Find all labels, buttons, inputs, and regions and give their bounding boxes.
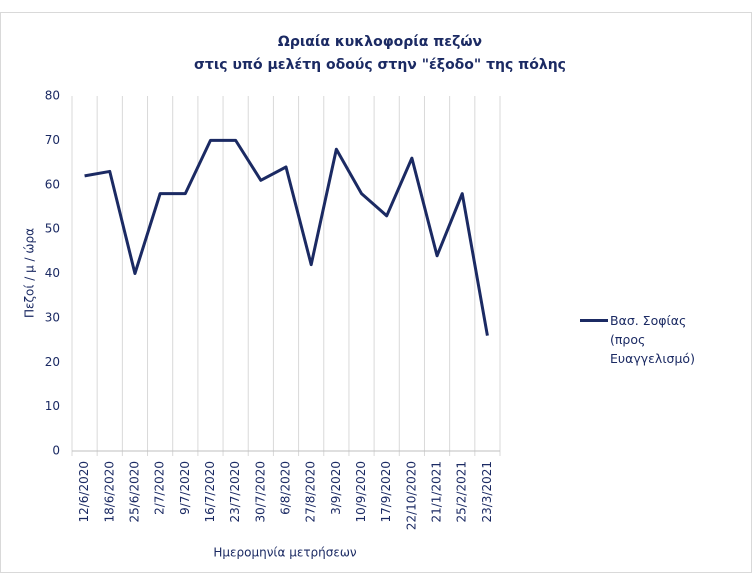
x-tick-label: 25/6/2020	[127, 461, 141, 523]
y-tick-label: 60	[45, 177, 60, 191]
x-tick-label: 22/10/2020	[404, 461, 418, 530]
x-tick-label: 23/3/2021	[480, 461, 494, 523]
y-tick-label: 70	[45, 133, 60, 147]
y-tick-label: 40	[45, 266, 60, 280]
y-tick-label: 10	[45, 399, 60, 413]
y-tick-label: 30	[45, 310, 60, 324]
chart-title: στις υπό μελέτη οδούς στην "έξοδο" της π…	[194, 57, 566, 73]
legend-swatch	[580, 319, 608, 322]
x-tick-label: 17/9/2020	[379, 461, 393, 523]
legend: Βασ. Σοφίας (προς Ευαγγελισμό)	[580, 311, 710, 368]
x-tick-label: 23/7/2020	[228, 461, 242, 523]
x-tick-label: 3/9/2020	[329, 461, 343, 515]
y-axis-label: Πεζοί / μ / ώρα	[23, 228, 37, 318]
x-tick-label: 25/2/2021	[455, 461, 469, 523]
legend-label: Βασ. Σοφίας (προς Ευαγγελισμό)	[610, 313, 695, 366]
x-axis-label: Ημερομηνία μετρήσεων	[213, 546, 357, 560]
x-tick-label: 30/7/2020	[253, 461, 267, 523]
x-tick-label: 10/9/2020	[354, 461, 368, 523]
x-tick-label: 16/7/2020	[203, 461, 217, 523]
line-series	[84, 138, 489, 336]
y-tick-label: 50	[45, 222, 60, 236]
x-tick-label: 18/6/2020	[102, 461, 116, 523]
x-tick-label: 9/7/2020	[178, 461, 192, 515]
y-tick-label: 20	[45, 355, 60, 369]
x-tick-label: 6/8/2020	[279, 461, 293, 515]
y-tick-label: 80	[45, 89, 60, 103]
x-tick-label: 2/7/2020	[153, 461, 167, 515]
x-tick-label: 21/1/2021	[430, 461, 444, 523]
chart-title: Ωριαία κυκλοφορία πεζών	[278, 34, 482, 50]
x-tick-label: 27/8/2020	[304, 461, 318, 523]
x-tick-label: 12/6/2020	[77, 461, 91, 523]
y-tick-label: 0	[52, 444, 60, 458]
